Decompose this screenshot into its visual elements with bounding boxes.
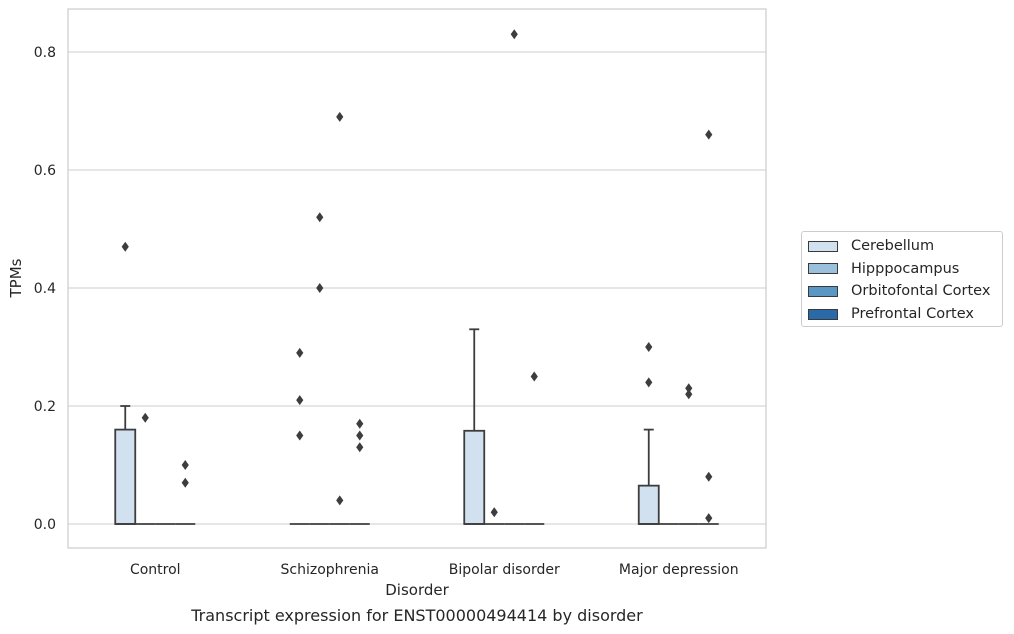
box-group [135, 412, 156, 525]
legend-swatch [808, 285, 838, 297]
outlier-point [645, 377, 653, 388]
legend-swatch [808, 308, 838, 320]
outlier-point [490, 507, 498, 518]
plot-area [67, 8, 767, 549]
x-tick-label: Major depression [619, 562, 739, 578]
x-tick-label: Schizophrenia [281, 562, 379, 578]
box-group [678, 383, 699, 525]
legend-item-hippocampus: Hipppocampus [808, 258, 1002, 281]
outlier-point [705, 513, 713, 524]
box-group [484, 507, 505, 525]
box-group [329, 111, 350, 525]
legend-label: Cerebellum [851, 238, 935, 255]
legend-label: Hipppocampus [851, 260, 960, 277]
outlier-point [141, 412, 149, 423]
outlier-point [705, 471, 713, 482]
legend: Cerebellum Hipppocampus Orbitofontal Cor… [801, 231, 1003, 327]
outlier-point [645, 342, 653, 352]
y-tick-label: 0.4 [34, 281, 56, 297]
y-tick-label: 0.0 [34, 517, 56, 533]
box-group [289, 347, 310, 525]
box-group [309, 212, 330, 525]
legend-label: Orbitofontal Cortex [851, 283, 991, 300]
outlier-point [296, 430, 304, 441]
outlier-point [336, 495, 344, 506]
legend-item-prefrontal-cortex: Prefrontal Cortex [808, 303, 1002, 326]
box-group [463, 328, 486, 525]
chart-title: Transcript expression for ENST0000049441… [191, 606, 643, 625]
outlier-point [510, 29, 518, 40]
box [637, 484, 660, 525]
legend-swatch [808, 263, 838, 275]
x-tick-label: Bipolar disorder [449, 562, 560, 578]
outlier-point [356, 442, 364, 453]
x-tick-label: Control [130, 562, 181, 578]
outlier-point [336, 111, 344, 122]
box-group [698, 129, 719, 525]
box [463, 429, 486, 525]
outlier-point [181, 460, 189, 470]
outlier-point [296, 347, 304, 358]
outlier-point [530, 371, 538, 382]
box-group [114, 241, 137, 525]
outlier-point [121, 241, 129, 252]
outlier-point [685, 383, 693, 394]
outlier-point [316, 283, 324, 293]
y-tick-label: 0.6 [34, 163, 56, 179]
outlier-point [296, 395, 304, 406]
legend-swatch [808, 240, 838, 252]
box-group [504, 29, 525, 525]
y-tick-label: 0.2 [34, 399, 56, 415]
box-group [524, 371, 545, 525]
y-axis-label: TPMs [7, 258, 25, 298]
outlier-point [181, 477, 189, 488]
box [114, 428, 137, 525]
legend-label: Prefrontal Cortex [851, 306, 974, 323]
legend-item-cerebellum: Cerebellum [808, 235, 1002, 258]
legend-item-orbitofrontal-cortex: Orbitofontal Cortex [808, 280, 1002, 303]
outlier-point [705, 129, 713, 140]
box-group [175, 460, 196, 525]
x-axis-label: Disorder [385, 581, 449, 599]
box-group [637, 342, 660, 525]
y-tick-label: 0.8 [34, 45, 56, 61]
box-group [349, 418, 370, 525]
outlier-point [356, 430, 364, 441]
outlier-point [685, 389, 693, 400]
outlier-point [356, 418, 364, 429]
outlier-point [316, 212, 324, 223]
